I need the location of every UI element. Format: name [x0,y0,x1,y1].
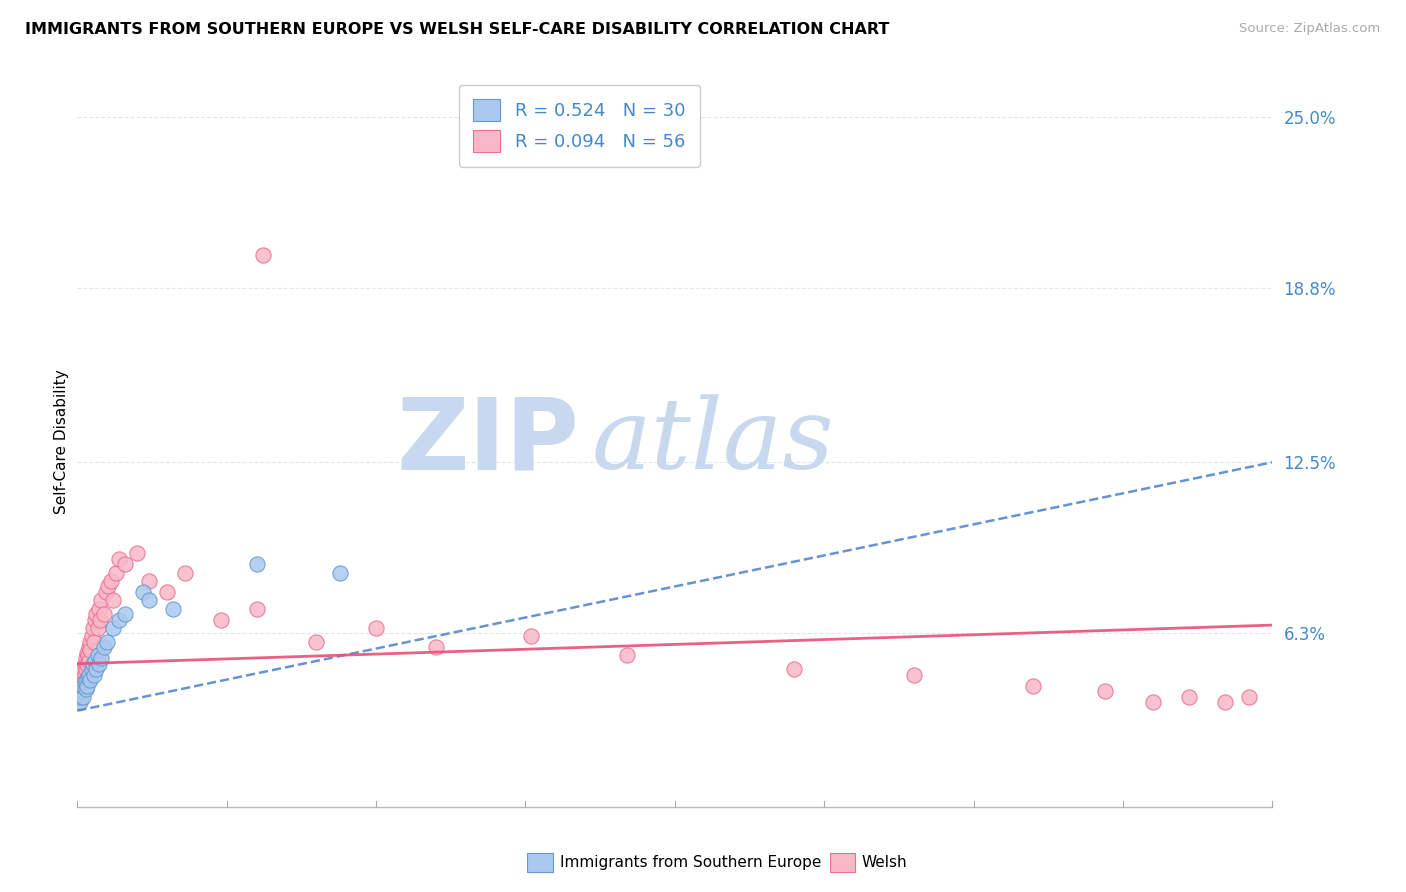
Point [79,643,101,657]
Point [69,690,91,704]
Point [70,684,93,698]
Point [94,585,117,599]
Text: Source: ZipAtlas.com: Source: ZipAtlas.com [1240,22,1381,36]
Point [127,546,149,560]
Point [70,684,93,698]
Point [82,621,104,635]
Point [75,662,97,676]
Point [103,621,124,635]
Point [86,621,108,635]
Point [138,593,160,607]
Point [90,651,112,665]
Point [89,613,111,627]
Point [70,667,93,681]
Point [1178,690,1201,704]
Point [86,662,108,676]
Point [1213,695,1236,709]
Point [72,679,94,693]
Point [366,621,388,635]
Point [425,640,447,655]
Point [246,601,269,615]
Text: ZIP: ZIP [396,393,579,490]
Point [79,640,101,655]
Text: IMMIGRANTS FROM SOUTHERN EUROPE VS WELSH SELF-CARE DISABILITY CORRELATION CHART: IMMIGRANTS FROM SOUTHERN EUROPE VS WELSH… [25,22,890,37]
Point [174,566,197,580]
Point [77,671,100,685]
Point [79,667,101,681]
Point [75,673,97,688]
Point [84,613,107,627]
Point [246,558,269,572]
Legend: R = 0.524   N = 30, R = 0.094   N = 56: R = 0.524 N = 30, R = 0.094 N = 56 [458,85,700,167]
Point [104,566,127,580]
Point [108,613,131,627]
Point [132,585,155,599]
Point [783,662,806,676]
Point [96,634,118,648]
Point [77,648,100,663]
Point [162,601,184,615]
Point [93,640,115,655]
Point [209,613,232,627]
Point [76,657,98,671]
Point [108,552,131,566]
Point [72,662,94,676]
Point [76,679,98,693]
Point [67,695,90,709]
Text: atlas: atlas [592,394,834,489]
Point [87,657,110,671]
Point [616,648,638,663]
Point [72,690,94,704]
Point [86,607,108,621]
Point [84,654,107,668]
Point [69,681,91,696]
Point [73,657,96,671]
Point [1022,679,1045,693]
Point [82,657,104,671]
Point [73,676,96,690]
Point [1142,695,1164,709]
Point [80,629,103,643]
Point [1237,690,1260,704]
Point [103,593,124,607]
Point [70,690,93,704]
Point [79,634,101,648]
Point [305,634,328,648]
Point [252,248,274,262]
Point [76,646,98,660]
Point [114,558,136,572]
Point [100,574,122,588]
Text: Immigrants from Southern Europe: Immigrants from Southern Europe [560,855,821,870]
Point [87,601,110,615]
Point [83,667,105,681]
Point [86,648,108,663]
Point [80,662,103,676]
Point [114,607,136,621]
Point [70,673,93,688]
Point [70,681,93,696]
Point [90,593,112,607]
Text: Welsh: Welsh [862,855,907,870]
Point [75,651,97,665]
Point [73,667,96,681]
Point [72,676,94,690]
Point [520,629,543,643]
Point [97,579,120,593]
Point [156,585,179,599]
Point [79,654,101,668]
Point [138,574,160,588]
Point [83,634,105,648]
Point [1094,684,1116,698]
Point [903,667,925,681]
Point [75,681,97,696]
Point [329,566,352,580]
Y-axis label: Self-Care Disability: Self-Care Disability [53,369,69,514]
Point [79,673,101,688]
Point [69,695,91,709]
Point [93,607,115,621]
